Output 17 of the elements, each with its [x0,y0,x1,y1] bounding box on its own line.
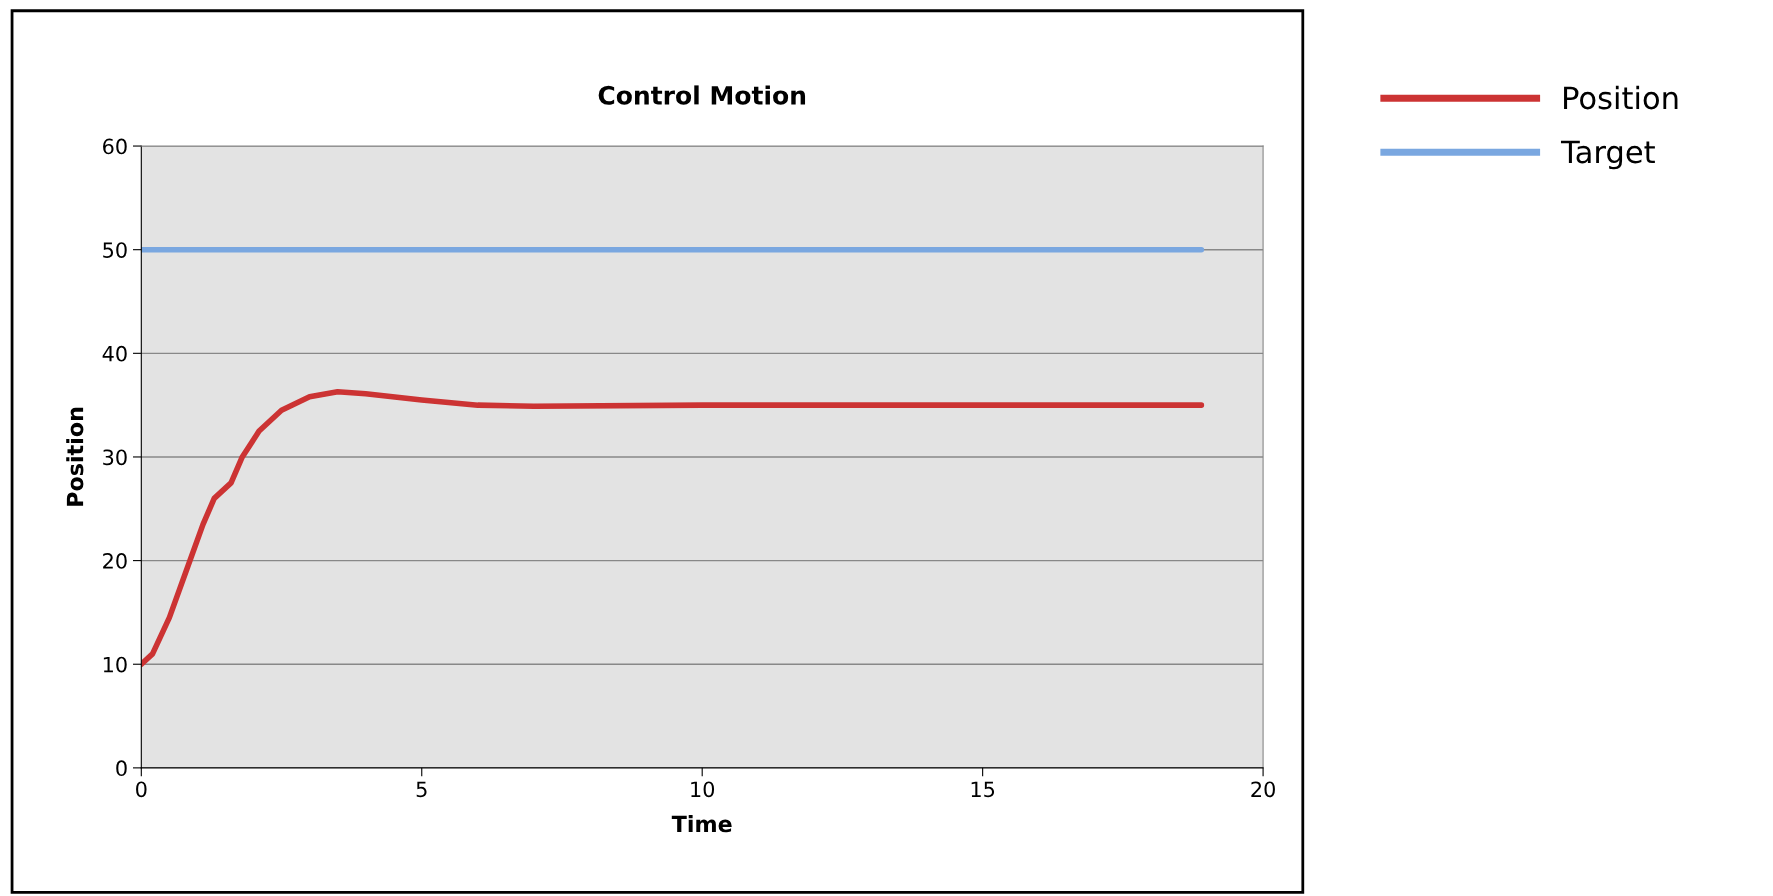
legend-label: Target [1560,140,1655,170]
y-tick-label: 20 [103,553,127,569]
legend-label: Position [1564,85,1678,110]
y-tick-label: 60 [103,138,127,155]
x-tick-label: 0 [136,781,147,798]
x-tick-label: 10 [691,781,715,798]
x-tick-label: 5 [416,781,427,798]
chart-title: Control Motion [598,85,806,105]
y-tick-label: 0 [116,760,127,777]
x-axis-title: Time [671,815,732,833]
y-axis-title: Position [66,407,84,506]
y-tick-label: 50 [103,242,127,258]
x-tick-label: 20 [1251,781,1275,798]
x-tick-label: 15 [971,781,995,798]
y-tick-label: 30 [103,449,127,466]
y-tick-label: 40 [102,345,127,362]
y-tick-label: 10 [103,656,127,673]
